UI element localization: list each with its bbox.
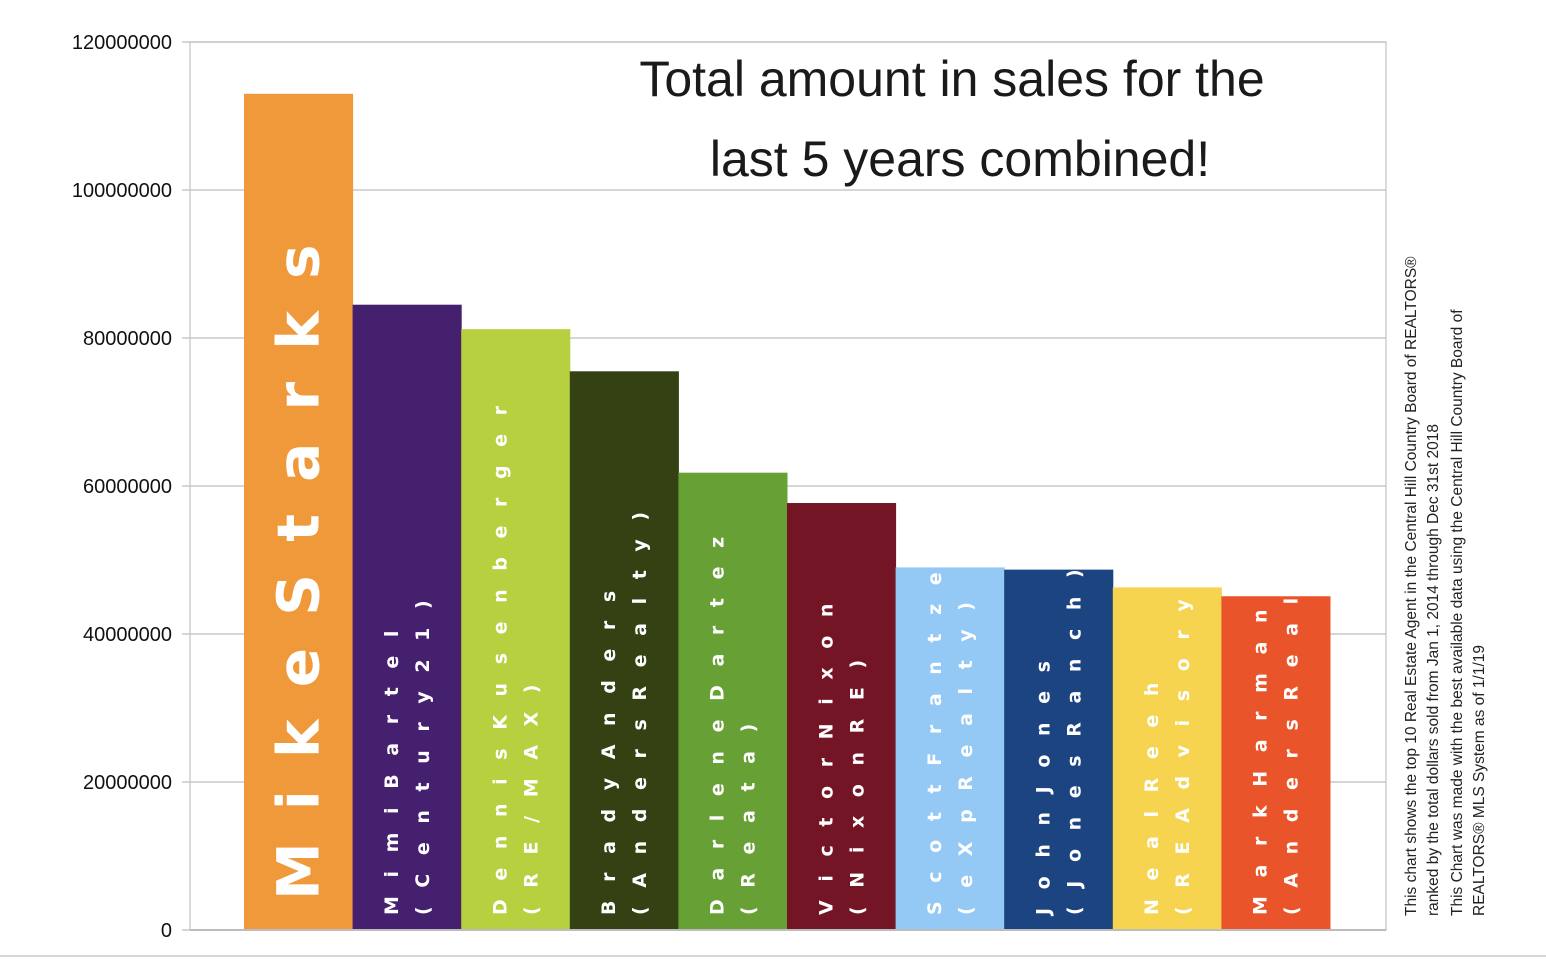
- bar-7: [1004, 569, 1114, 930]
- bar-1: [352, 304, 462, 930]
- bar-label-7: J o h n J o n e s: [1033, 655, 1055, 917]
- y-tick-label: 20000000: [83, 772, 172, 794]
- bar-sublabel-6: ( e X p R e a l t y ): [955, 596, 977, 915]
- bar-9: [1221, 596, 1331, 930]
- bar-label-5: V i c t o r N i x o n: [815, 598, 837, 915]
- y-tick-label: 60000000: [83, 476, 172, 498]
- side-note-line-4: REALTORS® MLS System as of 1/1/19: [1471, 645, 1488, 916]
- bar-2: [461, 329, 571, 930]
- bar-sublabel-5: ( N i x o n R E ): [846, 654, 868, 915]
- bar-3: [569, 371, 679, 930]
- y-tick-label: 80000000: [83, 328, 172, 350]
- bar-sublabel-8: ( R E A d v i s o r y ): [1172, 566, 1194, 915]
- bar-sublabel-9: ( A n d e r s R e a l t y ): [1281, 506, 1303, 915]
- chart-title-line-2: last 5 years combined!: [710, 131, 1210, 187]
- bar-label-8: N e a l R e e h: [1141, 677, 1163, 915]
- chart-title-line-1: Total amount in sales for the: [639, 51, 1264, 107]
- bar-6: [895, 567, 1005, 930]
- side-note: This chart shows the top 10 Real Estate …: [1403, 256, 1488, 916]
- side-note-line-3: This Chart was made with the best availa…: [1449, 309, 1466, 916]
- y-tick-label: 0: [161, 920, 172, 942]
- bar-label-6: S c o t t F r a n t z e n: [924, 534, 946, 915]
- bar-label-2: D e n n i s K u s e n b e r g e r: [490, 400, 512, 915]
- y-tick-label: 40000000: [83, 624, 172, 646]
- bar-label-4: D a r l e n e D a r t e z: [707, 531, 729, 915]
- side-note-line-2: ranked by the total dollars sold from Ja…: [1425, 424, 1442, 916]
- bar-8: [1112, 587, 1222, 930]
- bar-label-0: M i k e S t a r k s: [264, 238, 332, 900]
- bar-sublabel-3: ( A n d e r s R e a l t y ): [629, 506, 651, 915]
- bar-sublabel-4: ( R e a t a ): [738, 718, 760, 915]
- bar-4: [678, 472, 788, 930]
- side-note-line-1: This chart shows the top 10 Real Estate …: [1403, 256, 1420, 916]
- y-axis-tick-labels: 0 20000000 40000000 60000000 80000000 1000000…: [72, 32, 172, 942]
- bar-label-1: M i m i B a r t e l: [381, 625, 403, 915]
- bars: [244, 93, 1331, 931]
- bar-0: [244, 93, 354, 931]
- page-bottom-rule: [0, 955, 1546, 957]
- y-tick-label: 120000000: [72, 32, 172, 54]
- bar-sublabel-2: ( R E / M A X ): [521, 679, 543, 915]
- bar-5: [787, 503, 897, 930]
- y-tick-label: 100000000: [72, 180, 172, 202]
- bar-sublabel-1: ( C e n t u r y 2 1 ): [412, 594, 434, 915]
- bar-sublabel-7: ( J o n e s R a n c h ): [1064, 563, 1086, 915]
- bar-label-9: M a r k H a r m a n: [1250, 603, 1272, 915]
- bar-label-3: B r a d y A n d e r s: [598, 585, 620, 915]
- bar-labels: M i k e S t a r k s M i m i B a r t e l ( …: [264, 238, 1302, 917]
